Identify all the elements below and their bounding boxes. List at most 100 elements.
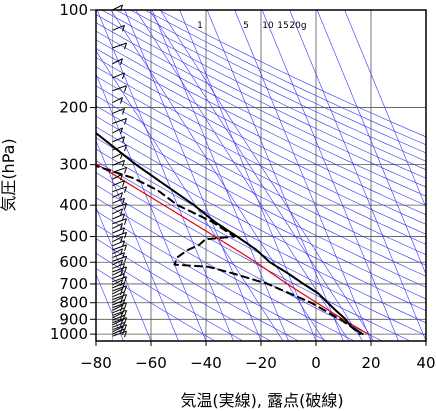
wind-barb: [112, 240, 125, 247]
wind-barb: [112, 291, 125, 298]
wind-barb-flag: [122, 136, 125, 143]
dry-adiabat-line: [96, 115, 426, 288]
wind-barb-flag: [124, 42, 127, 50]
dry-adiabat-line: [144, 10, 426, 146]
mixing-ratio-labels: 1 5 10 15 20g: [197, 21, 306, 31]
wind-barb: [112, 269, 123, 276]
dry-adiabat-line: [96, 48, 426, 216]
wind-barb-flag: [120, 297, 123, 304]
dry-adiabat-line: [96, 238, 271, 341]
mixing-ratio-label: 10: [262, 21, 274, 31]
dry-adiabat-line: [101, 10, 426, 171]
background-lines: [96, 10, 426, 341]
wind-barb: [112, 304, 123, 311]
wind-barb: [112, 180, 125, 187]
wind-barb: [112, 97, 123, 104]
wind-barb-flag: [124, 310, 127, 317]
wind-barb-flag: [124, 266, 127, 274]
wind-barb-flag: [120, 312, 123, 319]
dry-adiabat-line: [96, 172, 411, 341]
dry-adiabat-line: [96, 30, 426, 197]
wind-barb-flag: [122, 227, 125, 235]
wind-barb-flag: [124, 276, 127, 283]
dry-adiabat-line: [96, 137, 426, 312]
wind-barb: [112, 296, 123, 303]
wind-barb-flag: [122, 198, 125, 205]
wind-barb: [112, 127, 123, 134]
wind-barb-flag: [124, 302, 127, 309]
x-tick-label: −80: [80, 354, 112, 372]
isotherm-line: [234, 10, 372, 341]
wind-barb: [112, 24, 125, 31]
wind-barb: [112, 203, 127, 210]
isotherm-line: [96, 273, 124, 341]
mixing-ratio-line: [135, 10, 350, 341]
dry-adiabat-line: [130, 10, 426, 154]
wind-barb-flag: [122, 291, 125, 298]
y-tick-label: 100: [59, 1, 88, 19]
wind-barb: [112, 255, 127, 262]
dry-adiabat-line: [96, 105, 426, 277]
wind-barb: [112, 276, 127, 283]
wind-barb: [112, 186, 127, 193]
dry-adiabat-line: [96, 66, 426, 235]
isotherm-line: [96, 73, 207, 341]
x-tick-label: −20: [245, 354, 277, 372]
wind-barb-flag: [122, 307, 125, 314]
isotherm-line: [96, 206, 152, 341]
wind-barb: [112, 309, 127, 316]
wind-barb-flag: [120, 192, 123, 199]
y-tick-label: 600: [59, 253, 88, 271]
wind-barb: [112, 192, 123, 199]
wind-barb: [112, 222, 123, 229]
dry-adiabat-line: [96, 160, 426, 336]
mixing-ratio-label: 1: [197, 21, 203, 31]
wind-barb-flag: [122, 25, 125, 32]
wind-barb: [112, 279, 123, 286]
mixing-ratio-line: [149, 10, 364, 341]
wind-barb-flag: [120, 288, 123, 295]
dry-adiabat-line: [96, 85, 426, 256]
wind-barb: [112, 144, 127, 151]
wind-barb: [112, 288, 123, 295]
wind-barb: [112, 72, 125, 79]
temperature-line: [96, 131, 364, 336]
x-tick-label: 20: [361, 354, 380, 372]
x-tick-label: 40: [416, 354, 435, 372]
wind-barb-flag: [120, 319, 123, 327]
wind-barb: [112, 266, 127, 273]
y-axis-title: 気圧(hPa): [0, 138, 18, 211]
isotherm-line: [316, 10, 426, 276]
wind-barb: [112, 324, 127, 331]
mixing-ratio-line: [160, 10, 375, 341]
isotherm-line: [344, 10, 426, 209]
isotherm-line: [96, 139, 179, 341]
wind-barb: [112, 118, 127, 124]
wind-barb: [112, 282, 125, 289]
y-tick-label: 300: [59, 156, 88, 174]
dry-adiabat-line: [96, 22, 426, 188]
wind-barb-flag: [120, 208, 123, 216]
isotherm-line: [179, 10, 317, 341]
wind-barb-flag: [124, 294, 127, 301]
wind-barb: [112, 319, 123, 326]
wind-barb: [112, 236, 123, 243]
wind-barb-flag: [124, 167, 127, 174]
dry-adiabat-line: [116, 10, 426, 162]
wind-barb: [112, 42, 127, 49]
wind-barb-flag: [124, 331, 127, 338]
parcel-line: [96, 163, 369, 335]
y-tick-label: 900: [59, 310, 88, 328]
wind-barb: [112, 136, 125, 143]
x-axis-title: 気温(実線), 露点(破線): [180, 391, 343, 410]
wind-barb: [112, 321, 125, 328]
wind-barb: [112, 259, 123, 266]
wind-barb-flag: [120, 305, 123, 312]
dry-adiabat-line: [96, 75, 426, 245]
wind-barb: [112, 152, 123, 159]
wind-barb: [112, 208, 123, 215]
wind-barb-flag: [124, 285, 127, 293]
x-tick-label: −40: [190, 354, 222, 372]
wind-barb-flag: [120, 223, 123, 230]
